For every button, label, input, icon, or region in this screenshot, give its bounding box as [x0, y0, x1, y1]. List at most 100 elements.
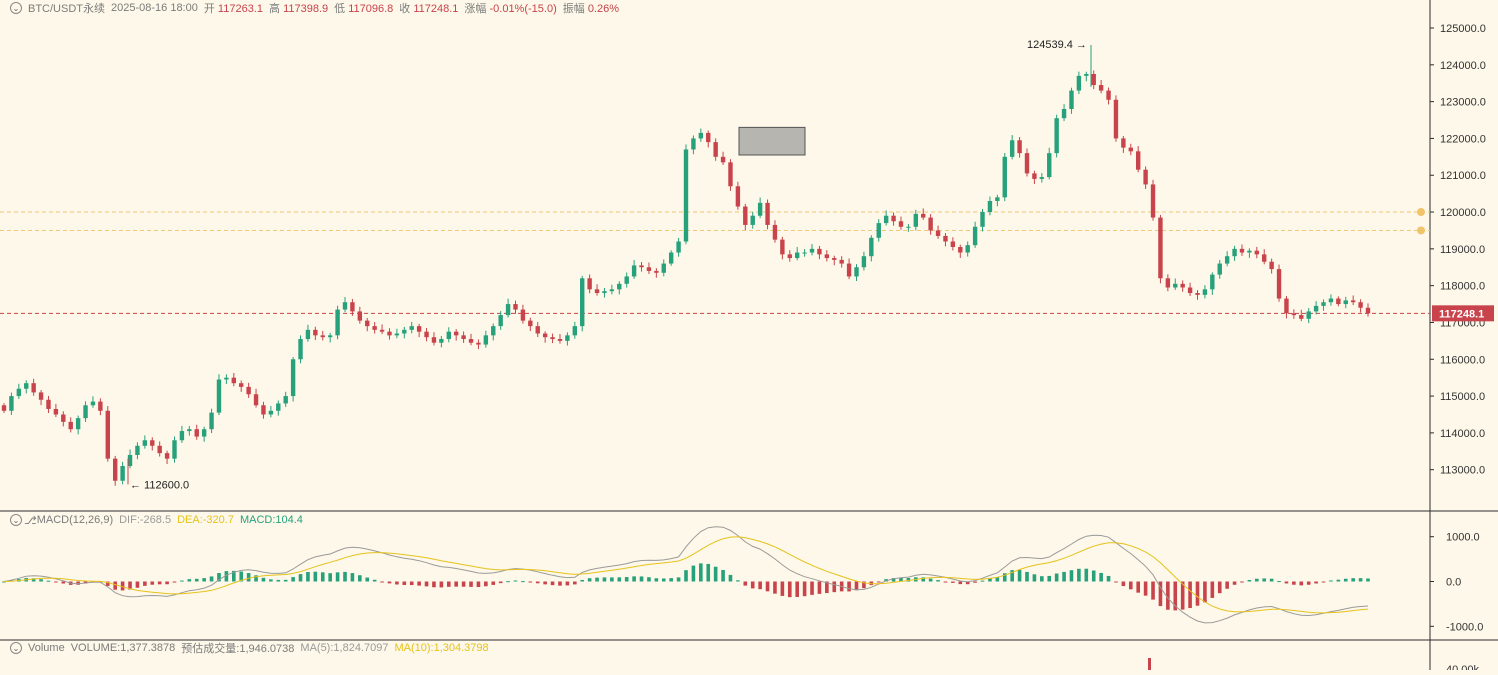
macd-histogram-bar [810, 581, 814, 595]
macd-histogram-bar [624, 577, 629, 582]
macd-histogram-bar [172, 581, 177, 583]
candle-body [661, 263, 666, 273]
collapse-chevron-icon[interactable]: ⌄ [10, 642, 22, 654]
macd-histogram-bar [1099, 572, 1103, 582]
candle-body [668, 252, 674, 264]
macd-histogram-bar [283, 579, 288, 582]
close-label: 收 [399, 3, 411, 15]
macd-histogram-bar [31, 578, 36, 582]
macd-histogram-bar [876, 581, 881, 583]
macd-histogram-bar [676, 577, 681, 582]
candle-body [505, 304, 511, 316]
macd-histogram-bar [246, 573, 251, 582]
candle-body [216, 379, 222, 413]
datetime-label: 2025-08-16 18:00 [111, 2, 198, 14]
macd-histogram-bar [1210, 581, 1215, 598]
volume-ma5: MA(5):1,824.7097 [300, 642, 389, 654]
macd-histogram-bar [469, 581, 473, 587]
macd-histogram-bar [424, 581, 429, 587]
dif-value: DIF:-268.5 [119, 514, 172, 526]
candle-body [913, 213, 919, 227]
amplitude-value: 0.26% [587, 3, 620, 15]
macd-histogram-bar [1269, 578, 1274, 582]
candle-body [209, 412, 214, 430]
macd-histogram-bar [261, 577, 266, 582]
candle-body [958, 247, 963, 253]
macd-name: MACD(12,26,9) [36, 514, 114, 526]
macd-histogram-bar [409, 581, 414, 586]
macd-histogram-bar [921, 577, 926, 582]
candle-body [276, 403, 281, 411]
candle-body [1336, 298, 1341, 305]
macd-histogram-bar [461, 581, 466, 587]
macd-histogram-bar [936, 580, 940, 582]
macd-histogram-bar [224, 571, 229, 582]
macd-histogram-bar [402, 581, 407, 585]
candle-body [16, 388, 22, 397]
macd-histogram-bar [639, 576, 644, 582]
macd-histogram-bar [595, 577, 599, 582]
price-tick-label: 125000.0 [1440, 23, 1486, 35]
macd-histogram-bar [1351, 578, 1355, 582]
volume-estimate: 预估成交量:1,946.0738 [181, 643, 295, 655]
candle-body [83, 405, 88, 419]
price-header: ⌄ BTC/USDT永续 2025-08-16 18:00 开 117263.1… [10, 0, 619, 16]
price-tick-label: 119000.0 [1440, 244, 1485, 256]
macd-histogram-bar [491, 581, 496, 585]
candle-body [1054, 118, 1059, 154]
candle-body [765, 202, 770, 225]
annotations-layer: 124539.4 → ← 112600.0 [130, 39, 1087, 491]
candle-body [565, 335, 570, 341]
macd-histogram-bar [1232, 581, 1237, 585]
candle-body [1254, 250, 1260, 255]
macd-histogram-bar [699, 563, 703, 582]
macd-histogram-bar [951, 581, 955, 583]
price-tick-label: 118000.0 [1440, 281, 1485, 293]
close-value: 117248.1 [413, 3, 459, 15]
candle-body [46, 399, 51, 409]
macd-tick-label: 1000.0 [1446, 532, 1480, 544]
macd-histogram-bar [320, 572, 325, 582]
candle-body [980, 212, 985, 227]
candle-body [357, 311, 363, 321]
dea-value: DEA:-320.7 [177, 514, 234, 526]
macd-histogram-bar [550, 581, 555, 586]
macd-histogram-bar [780, 581, 785, 596]
macd-histogram-bar [1366, 578, 1370, 582]
macd-histogram-bar [817, 581, 822, 594]
price-tick-label: 121000.0 [1440, 170, 1486, 182]
candle-body [298, 339, 303, 360]
candle-body [1306, 311, 1311, 319]
candle-body [624, 276, 629, 284]
candle-body [1128, 147, 1133, 152]
amplitude-label: 振幅 [562, 3, 585, 15]
macd-histogram-bar [54, 581, 58, 583]
candles-layer [1, 44, 1371, 486]
macd-histogram-bar [202, 578, 206, 582]
candle-body [112, 458, 118, 481]
candle-body [676, 241, 681, 253]
candle-body [409, 326, 414, 330]
candle-body [268, 410, 274, 415]
macd-histogram-bar [1321, 581, 1326, 583]
price-tick-label: 123000.0 [1440, 97, 1486, 109]
macd-histogram-bar [306, 571, 310, 582]
candle-body [883, 215, 889, 224]
bell-icon[interactable]: ⎇ [24, 514, 37, 527]
macd-histogram-bar [150, 581, 155, 585]
macd-histogram-bar [980, 580, 985, 582]
macd-histogram-bar [1136, 581, 1140, 593]
collapse-chevron-icon[interactable]: ⌄ [10, 2, 22, 14]
candle-body [372, 326, 377, 330]
volume-name: Volume [28, 642, 65, 654]
macd-histogram-bar [180, 580, 184, 582]
collapse-chevron-icon[interactable]: ⌄ [10, 514, 22, 526]
candle-body [1061, 108, 1067, 119]
candle-body [431, 337, 437, 343]
macd-histogram-bar [988, 578, 992, 582]
candle-body [305, 329, 311, 340]
candle-body [416, 326, 422, 332]
candle-body [24, 383, 29, 389]
